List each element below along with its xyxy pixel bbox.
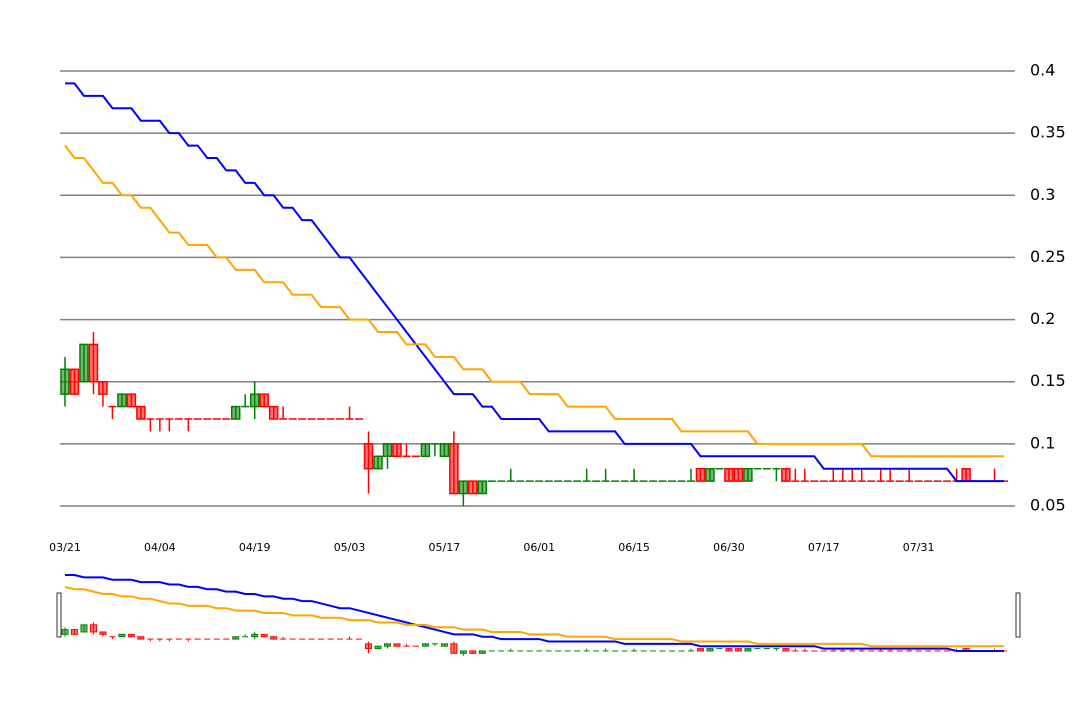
candle-body bbox=[270, 636, 278, 640]
x-tick-label: 07/17 bbox=[808, 541, 840, 554]
candle-body bbox=[382, 443, 393, 458]
line bbox=[64, 144, 1004, 458]
candle-body bbox=[260, 633, 268, 638]
candle-body bbox=[706, 648, 714, 652]
candle-body bbox=[365, 643, 373, 650]
candle-body bbox=[393, 643, 401, 647]
x-tick-label: 05/17 bbox=[429, 541, 461, 554]
candle-body bbox=[79, 343, 89, 383]
candle-body bbox=[251, 633, 259, 638]
navigator-line bbox=[65, 573, 1004, 652]
candle-body bbox=[696, 648, 704, 652]
candle-body bbox=[782, 648, 790, 652]
candle-body bbox=[137, 636, 145, 640]
x-tick-label: 05/03 bbox=[334, 541, 366, 554]
candle-body bbox=[363, 443, 374, 470]
navigator-handle bbox=[1015, 592, 1021, 638]
y-tick-label: 0.2 bbox=[1030, 309, 1055, 328]
candle-body bbox=[80, 624, 88, 633]
candle-body bbox=[232, 636, 240, 640]
candle-body bbox=[733, 467, 744, 482]
candle-body bbox=[469, 650, 477, 654]
candle-body bbox=[392, 443, 402, 458]
candle-body bbox=[449, 443, 459, 495]
navigator-handle bbox=[56, 592, 62, 638]
candle-body bbox=[477, 480, 488, 495]
navigator-line bbox=[64, 585, 1004, 648]
x-tick-label: 06/01 bbox=[523, 541, 555, 554]
candle-body bbox=[60, 368, 70, 395]
candle-body bbox=[88, 343, 99, 383]
y-tick-label: 0.25 bbox=[1030, 247, 1066, 266]
x-tick-label: 06/15 bbox=[618, 541, 650, 554]
x-tick-label: 03/21 bbox=[49, 541, 81, 554]
candle-body bbox=[230, 405, 241, 420]
y-tick-label: 0.4 bbox=[1030, 61, 1055, 80]
candle-body bbox=[61, 629, 69, 635]
candle-body bbox=[458, 480, 469, 495]
y-tick-label: 0.15 bbox=[1030, 371, 1066, 390]
candle-body bbox=[259, 393, 269, 408]
candles bbox=[60, 332, 1008, 506]
y-tick-label: 0.05 bbox=[1030, 496, 1066, 515]
candle-body bbox=[420, 443, 431, 458]
x-tick-label: 04/19 bbox=[239, 541, 271, 554]
candle-body bbox=[743, 467, 753, 482]
candle-body bbox=[478, 650, 486, 654]
candle-body bbox=[705, 467, 715, 482]
candle-body bbox=[961, 467, 971, 482]
candle-body bbox=[136, 405, 146, 420]
candle-body bbox=[117, 393, 127, 408]
candle-body bbox=[127, 633, 135, 638]
candle-body bbox=[725, 648, 733, 652]
candle-body bbox=[373, 455, 383, 470]
candle-body bbox=[468, 480, 478, 495]
candle-body bbox=[70, 629, 78, 635]
x-tick-label: 04/04 bbox=[144, 541, 176, 554]
candle-body bbox=[126, 393, 137, 408]
candle-body bbox=[781, 467, 791, 482]
candle-body bbox=[268, 405, 279, 420]
y-tick-label: 0.3 bbox=[1030, 185, 1055, 204]
candle-body bbox=[724, 467, 734, 482]
candle-body bbox=[249, 393, 260, 408]
candle-body bbox=[734, 648, 742, 652]
x-tick-label: 07/31 bbox=[903, 541, 935, 554]
candle-body bbox=[89, 624, 97, 633]
y-tick-label: 0.35 bbox=[1030, 123, 1066, 142]
y-tick-label: 0.1 bbox=[1030, 433, 1055, 452]
navigator-candles bbox=[61, 622, 1007, 656]
line bbox=[65, 82, 1004, 483]
candle-body bbox=[69, 368, 80, 395]
candle-body bbox=[440, 643, 448, 647]
candle-body bbox=[98, 380, 108, 395]
candle-body bbox=[450, 643, 458, 654]
x-tick-label: 06/30 bbox=[713, 541, 745, 554]
candle-body bbox=[695, 467, 706, 482]
candle-body bbox=[118, 633, 126, 638]
candle-body bbox=[383, 643, 391, 647]
candle-body bbox=[374, 645, 382, 650]
candle-body bbox=[99, 631, 107, 635]
candle-body bbox=[439, 443, 450, 458]
candle-body bbox=[421, 643, 429, 647]
candle-body bbox=[459, 650, 467, 654]
candle-body bbox=[744, 648, 752, 652]
